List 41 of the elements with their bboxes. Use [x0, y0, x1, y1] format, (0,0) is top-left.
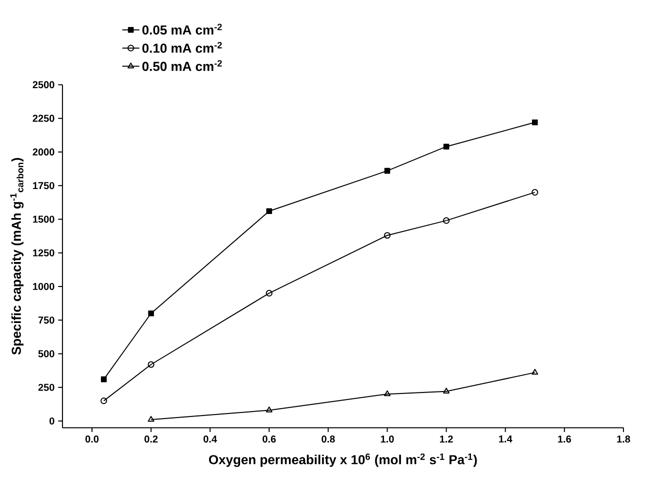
y-tick-label: 1250: [33, 249, 54, 256]
point: [148, 310, 154, 316]
y-tick-label: 1500: [33, 216, 54, 223]
y-tick-label: 2000: [32, 148, 54, 156]
x-tick-label: 1.6: [558, 436, 572, 443]
y-tick-label: 250: [38, 384, 54, 391]
point: [443, 388, 450, 394]
x-tick-label: 0.8: [322, 436, 335, 443]
point: [148, 416, 154, 422]
x-tick-label: 1.2: [440, 436, 453, 442]
x-tick-label: 1.4: [499, 436, 512, 442]
y-tick-label: 2250: [32, 114, 54, 122]
point: [443, 217, 450, 224]
point: [266, 406, 272, 412]
point: [443, 144, 450, 150]
legend-label: 0.50 mA cm$^{-2}$: [142, 60, 222, 71]
y-tick-label: 1000: [33, 282, 54, 290]
point: [266, 290, 272, 297]
x-tick-label: 0.4: [204, 436, 218, 443]
point: [384, 232, 391, 239]
legend-label: 0.05 mA cm$^{-2}$: [142, 24, 222, 35]
point: [532, 119, 538, 126]
y-tick-label: 2500: [32, 81, 54, 88]
point: [532, 368, 538, 375]
legend-label: 0.10 mA cm$^{-2}$: [142, 42, 222, 53]
point: [100, 376, 107, 382]
x-tick-label: 0.2: [144, 436, 158, 443]
text: Oxygen permeability x 10$^{6}$ (mol m$^{-2}$ s$^{-1}$ Pa$^{-1}$): [208, 453, 477, 467]
x-tick-label: 1.8: [617, 436, 630, 443]
y-tick-label: 500: [38, 350, 54, 358]
x-tick-label: 1.0: [380, 436, 394, 443]
point: [266, 208, 272, 214]
y-tick-label: 0: [50, 417, 54, 425]
point: [148, 361, 154, 368]
y-tick-label: 750: [38, 316, 54, 324]
y-tick-label: 1750: [33, 182, 54, 190]
y-axis-title: Specific capacity (mAh g$^{-1}$$_{carbon}$): [10, 158, 24, 355]
x-tick-label: 0.0: [85, 436, 99, 443]
x-tick-label: 0.6: [262, 436, 276, 443]
point: [384, 390, 391, 396]
point: [384, 168, 390, 174]
